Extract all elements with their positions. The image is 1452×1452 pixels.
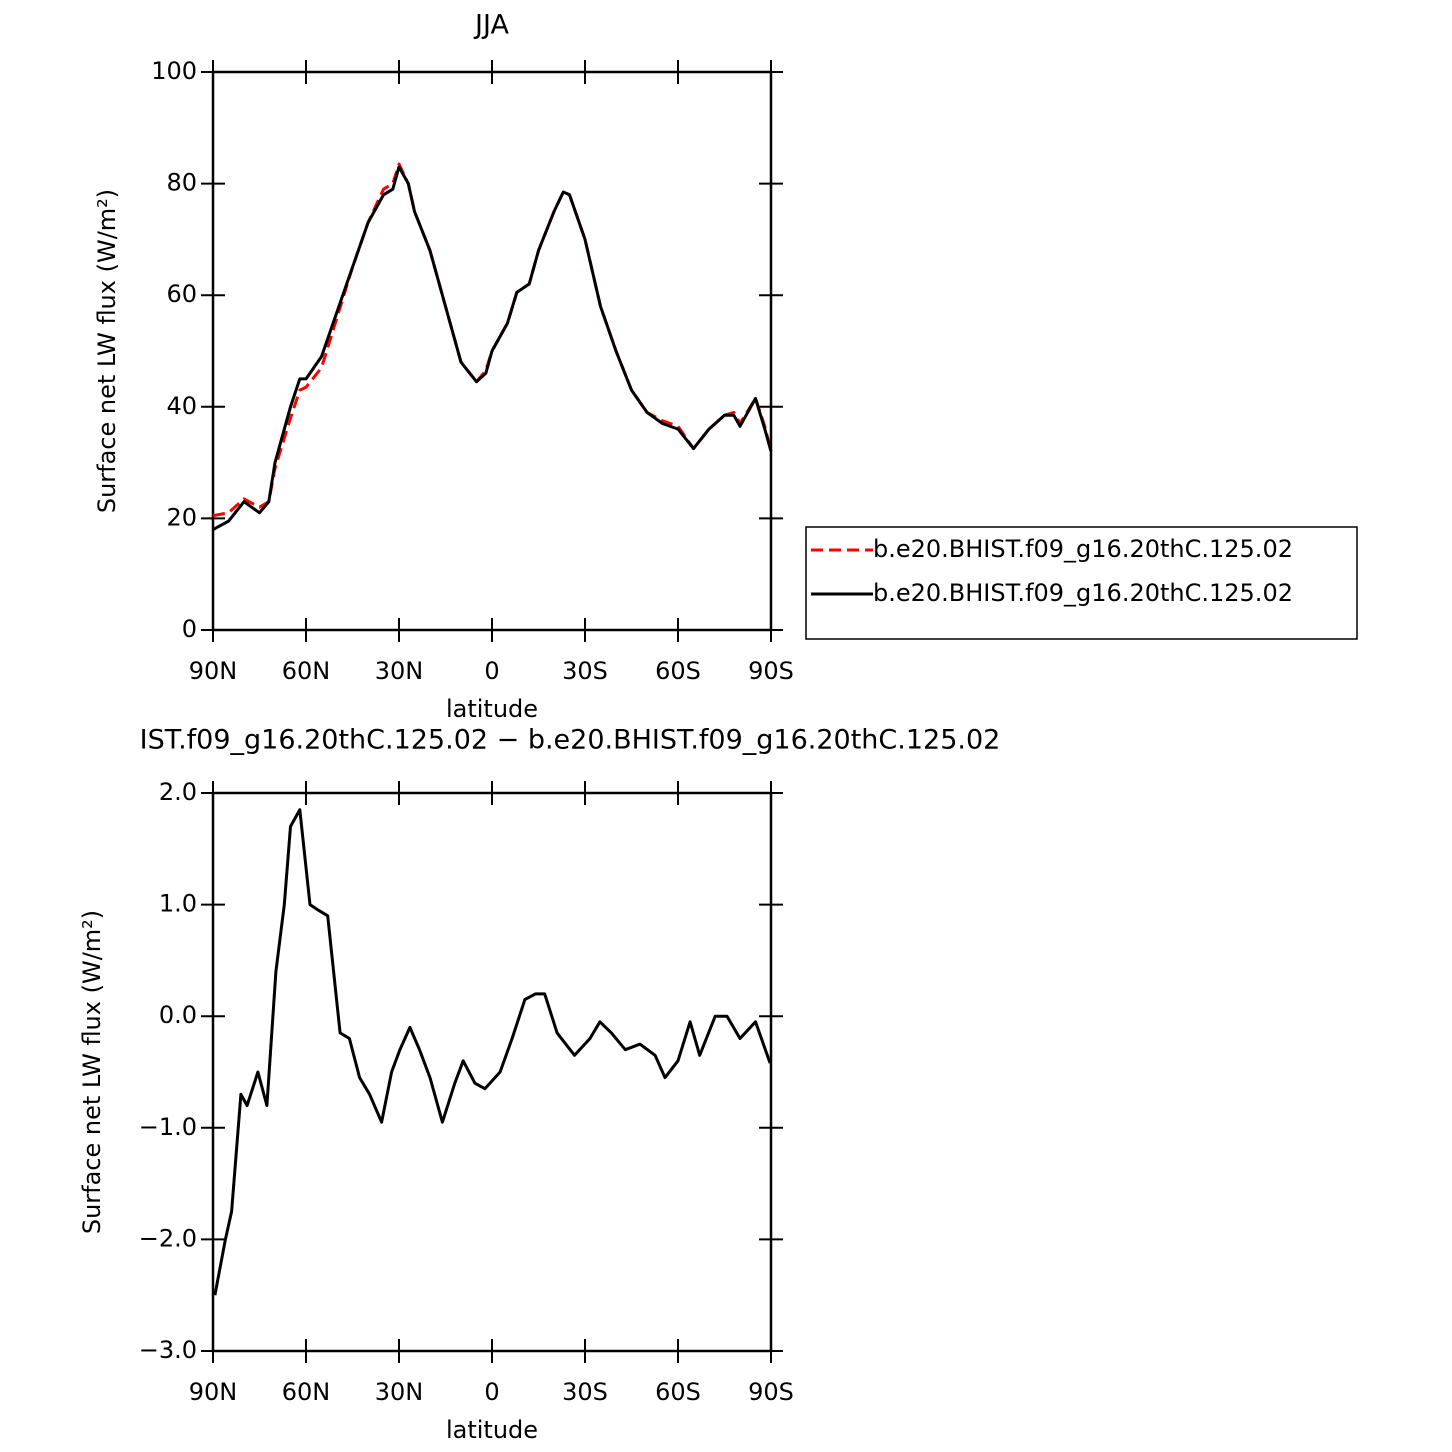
y-tick-label: −3.0	[139, 1336, 197, 1364]
y-tick-label: 1.0	[159, 890, 197, 918]
legend-box	[805, 526, 1358, 640]
legend-label: b.e20.BHIST.f09_g16.20thC.125.02	[873, 579, 1293, 607]
y-tick-label: 40	[166, 392, 197, 420]
x-tick-label: 60S	[655, 657, 701, 685]
x-tick-label: 60N	[282, 657, 331, 685]
y-tick-label: 0	[182, 615, 197, 643]
y-tick-label: −1.0	[139, 1113, 197, 1141]
legend-label: b.e20.BHIST.f09_g16.20thC.125.02	[873, 535, 1293, 563]
y-tick-label: 0.0	[159, 1001, 197, 1029]
x-axis-label: latitude	[446, 695, 538, 723]
y-axis-label: Surface net LW flux (W/m²)	[78, 910, 106, 1234]
x-tick-label: 0	[484, 1378, 499, 1406]
y-tick-label: 2.0	[159, 778, 197, 806]
x-tick-label: 60N	[282, 1378, 331, 1406]
x-tick-label: 0	[484, 657, 499, 685]
y-axis-label: Surface net LW flux (W/m²)	[93, 189, 121, 513]
y-tick-label: 20	[166, 503, 197, 531]
x-tick-label: 90N	[189, 657, 238, 685]
x-tick-label: 30S	[562, 657, 608, 685]
chart-title: JJA	[473, 10, 509, 41]
data-line	[212, 165, 773, 531]
y-tick-label: 100	[151, 57, 197, 85]
x-tick-label: 30S	[562, 1378, 608, 1406]
plot-frame	[211, 791, 773, 1353]
y-tick-label: 80	[166, 169, 197, 197]
x-tick-label: 30N	[375, 657, 424, 685]
x-tick-label: 90N	[189, 1378, 238, 1406]
x-tick-label: 90S	[748, 657, 794, 685]
x-tick-label: 60S	[655, 1378, 701, 1406]
y-tick-label: −2.0	[139, 1224, 197, 1252]
x-tick-label: 90S	[748, 1378, 794, 1406]
x-axis-label: latitude	[446, 1416, 538, 1444]
data-line	[213, 808, 772, 1296]
x-tick-label: 30N	[375, 1378, 424, 1406]
y-tick-label: 60	[166, 280, 197, 308]
data-line	[212, 162, 773, 518]
chart-title: IST.f09_g16.20thC.125.02 − b.e20.BHIST.f…	[140, 725, 1001, 756]
